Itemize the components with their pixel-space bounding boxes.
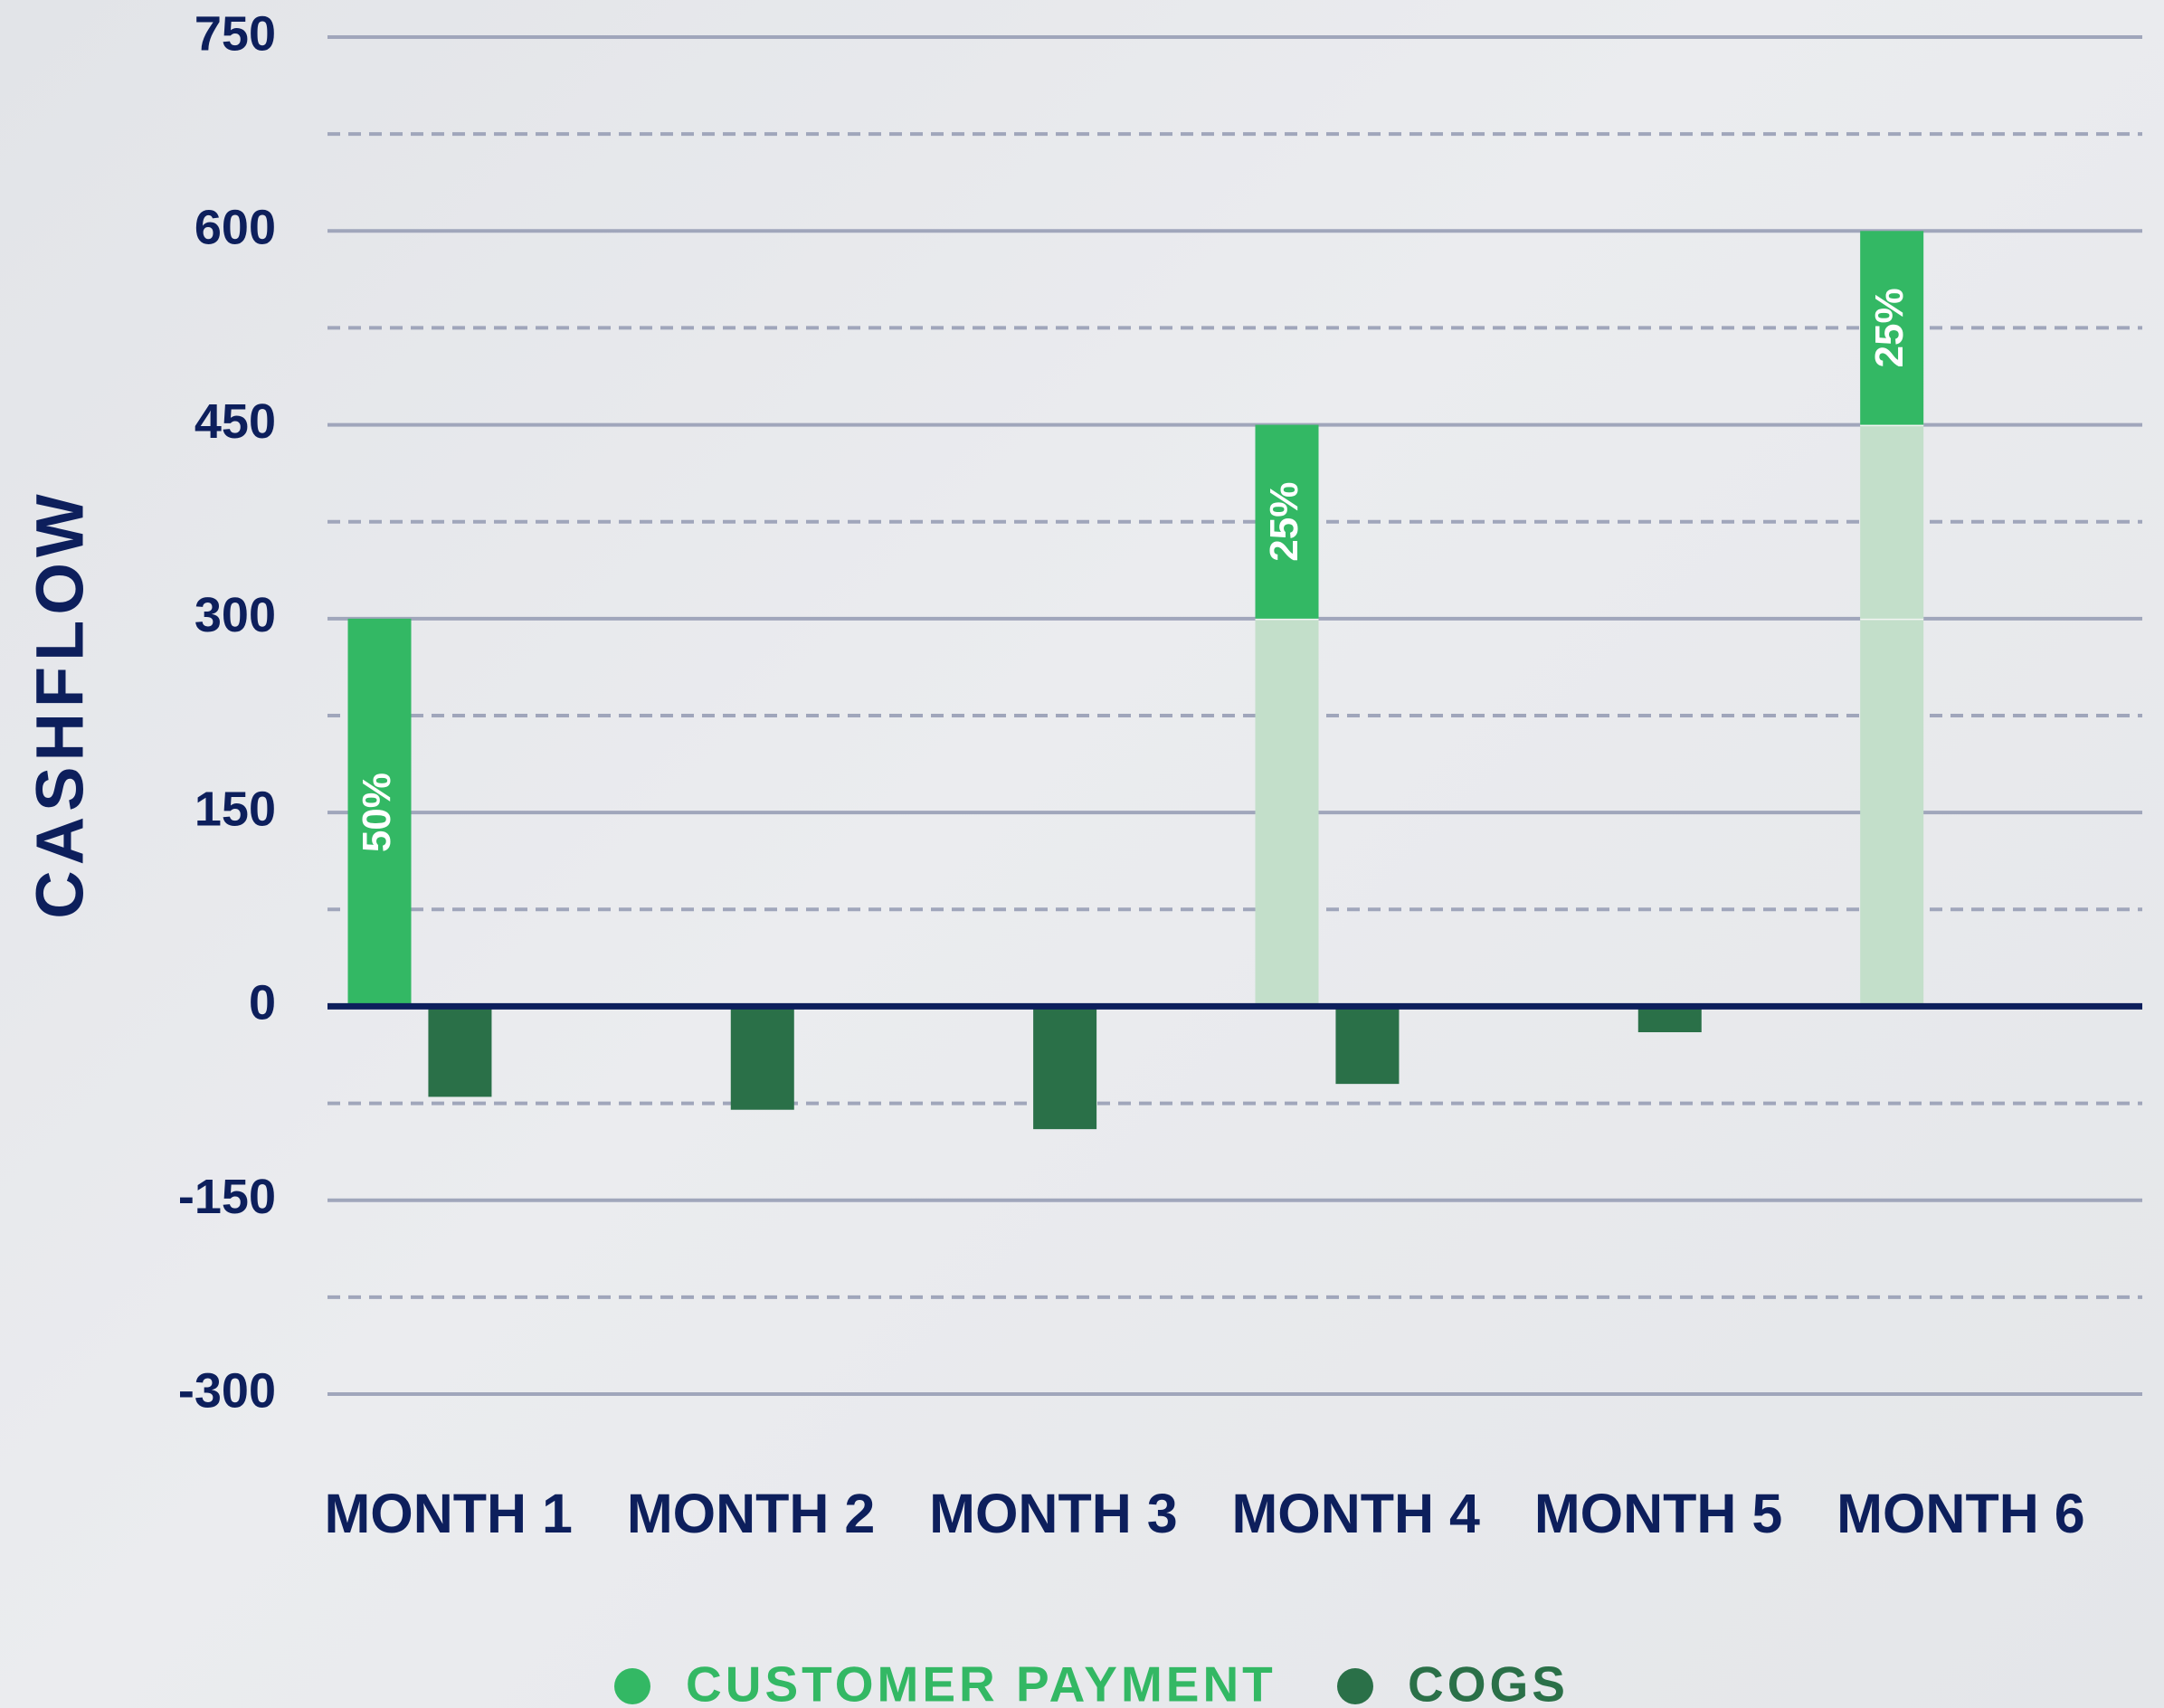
- bar: [730, 1006, 794, 1110]
- segment-label: 50%: [355, 773, 399, 852]
- y-tick-label: 0: [249, 976, 276, 1030]
- x-tick-label: MONTH 2: [627, 1483, 876, 1544]
- bar: [428, 1006, 492, 1097]
- previous-payment-segment: [1255, 618, 1319, 1007]
- legend-label: CUSTOMER PAYMENT: [686, 1656, 1277, 1708]
- y-tick-label: 450: [195, 394, 276, 449]
- y-tick-label: -300: [178, 1363, 276, 1418]
- legend-swatch: [614, 1668, 650, 1704]
- previous-payment-segment: [1860, 424, 1924, 619]
- previous-payment-segment: [1860, 618, 1924, 1007]
- y-axis-label: CASHFLOW: [23, 489, 98, 919]
- y-tick-label: 750: [195, 6, 276, 61]
- bar: [1860, 231, 1924, 425]
- bar: [1033, 1006, 1097, 1130]
- y-tick-label: -150: [178, 1170, 276, 1224]
- segment-label: 25%: [1867, 288, 1912, 367]
- x-tick-label: MONTH 3: [929, 1483, 1178, 1544]
- y-tick-label: 150: [195, 782, 276, 836]
- x-tick-label: MONTH 5: [1534, 1483, 1783, 1544]
- segment-label: 25%: [1262, 482, 1306, 562]
- y-tick-label: 300: [195, 588, 276, 642]
- y-tick-label: 600: [195, 201, 276, 255]
- x-tick-label: MONTH 1: [324, 1483, 573, 1544]
- x-tick-label: MONTH 4: [1231, 1483, 1480, 1544]
- bar: [1637, 1006, 1702, 1032]
- bar: [1255, 424, 1319, 619]
- x-tick-label: MONTH 6: [1837, 1483, 2085, 1544]
- legend-label: COGS: [1408, 1656, 1569, 1708]
- bar: [1335, 1006, 1400, 1085]
- bar: [347, 618, 412, 1007]
- legend-swatch: [1337, 1668, 1373, 1704]
